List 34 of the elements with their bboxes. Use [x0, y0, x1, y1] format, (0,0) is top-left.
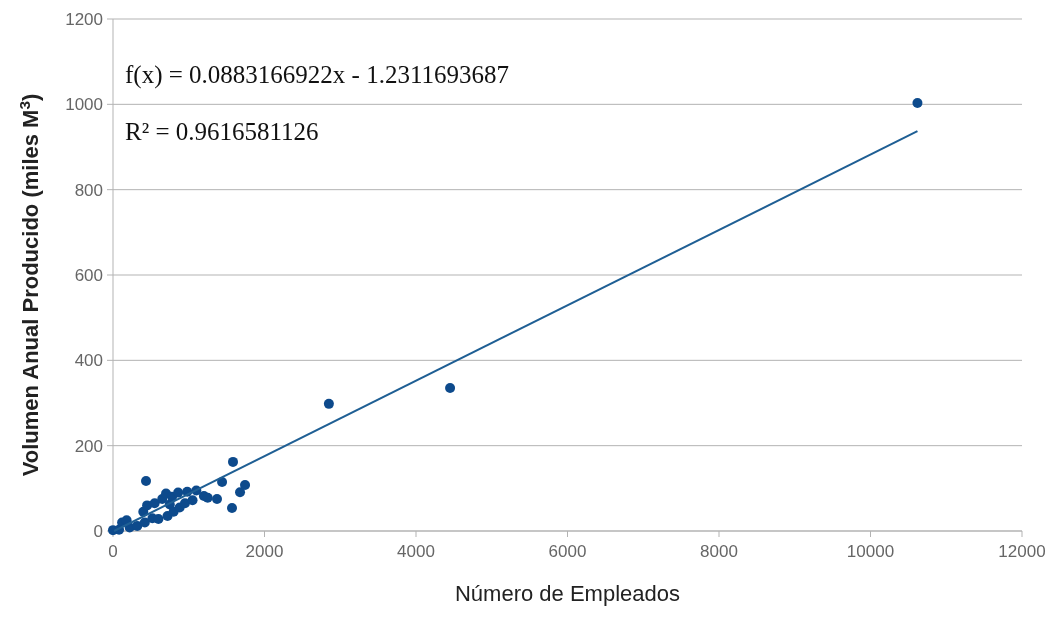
y-tick-label: 0: [93, 521, 103, 541]
y-tick-label: 800: [74, 180, 103, 200]
point: [445, 383, 456, 394]
point: [173, 487, 184, 498]
x-tick-label: 4000: [397, 542, 435, 561]
annotation: R² = 0.9616581126: [125, 118, 319, 145]
x-axis-title: Número de Empleados: [454, 581, 681, 606]
point: [187, 495, 198, 506]
point: [227, 456, 238, 467]
x-tick-label: 6000: [548, 542, 587, 561]
point: [149, 498, 160, 509]
point: [912, 98, 923, 109]
point: [139, 517, 150, 528]
x-tick-label: 10000: [846, 542, 895, 561]
point: [153, 514, 164, 525]
point: [132, 520, 143, 531]
point: [235, 487, 246, 498]
point: [141, 476, 152, 487]
point: [212, 494, 223, 504]
y-tick-label: 1200: [65, 9, 103, 29]
y-tick-label: 400: [74, 351, 103, 371]
x-tick-label: 2000: [245, 542, 284, 561]
x-tick-label: 12000: [998, 542, 1046, 561]
x-tick-label: 8000: [700, 542, 738, 561]
point: [240, 479, 251, 490]
point: [323, 398, 334, 409]
x-tick-label: 0: [108, 542, 118, 561]
point: [202, 492, 213, 503]
annotation: f(x) = 0.0883166922x - 1.2311693687: [125, 61, 509, 89]
y-tick-label: 200: [74, 436, 103, 456]
y-tick-label: 1000: [65, 95, 103, 115]
point: [227, 502, 237, 513]
y-tick-label: 600: [74, 265, 103, 285]
point: [179, 498, 190, 509]
